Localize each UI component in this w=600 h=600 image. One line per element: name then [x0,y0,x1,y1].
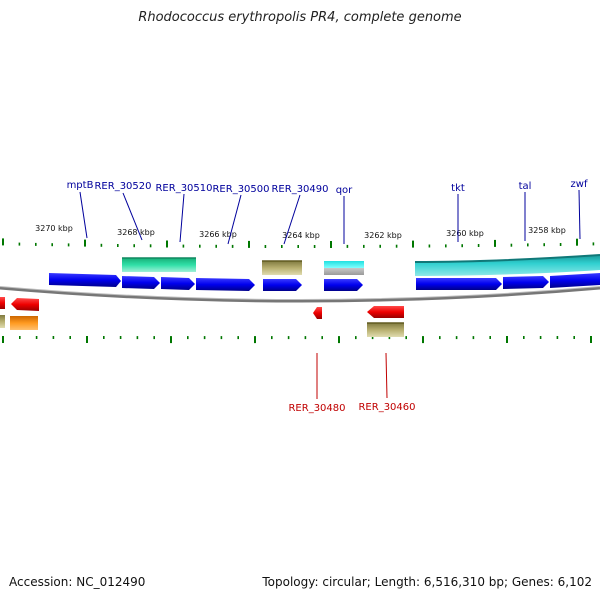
cds-forward-6[interactable] [324,279,363,291]
gene-label-qor[interactable]: qor [336,185,353,196]
genome-backbone [0,286,600,303]
lower-feature-khaki-2[interactable] [367,323,404,337]
leader-RER_30510 [179,193,185,243]
feature-block-teal[interactable] [415,255,600,276]
gene-label-RER_30510[interactable]: RER_30510 [155,183,212,194]
scale-label-3268: 3268 kbp [117,228,155,237]
scale-label-3260: 3260 kbp [446,229,484,238]
leader-RER_30520 [122,192,143,241]
leader-zwf [578,189,581,240]
scale-labels: 3270 kbp 3268 kbp 3266 kbp 3264 kbp 3262… [35,224,566,240]
lower-feature-track [0,315,404,337]
genome-backbone-highlight [0,286,600,300]
gene-label-tkt[interactable]: tkt [451,183,465,194]
cds-reverse-1[interactable] [0,297,5,309]
top-label-leaders [79,189,581,245]
gene-label-RER_30490[interactable]: RER_30490 [271,184,328,195]
scale-label-3270: 3270 kbp [35,224,73,233]
cds-forward-5[interactable] [263,279,302,291]
scale-ticks-upper [2,238,595,248]
lower-feature-orange[interactable] [10,316,38,330]
feature-track [122,254,600,276]
cds-reverse-4[interactable] [367,306,404,318]
cds-forward-7[interactable] [416,278,502,290]
cds-forward-1[interactable] [49,273,121,287]
feature-block-teal-edge [414,254,600,263]
gene-label-RER_30480[interactable]: RER_30480 [288,403,345,414]
cds-reverse-3[interactable] [313,307,322,319]
bottom-gene-labels: RER_30480 RER_30460 [288,402,415,414]
leader-RER_30500 [227,194,242,245]
top-gene-labels: mptB RER_30520 RER_30510 RER_30500 RER_3… [67,179,588,196]
cds-forward-4[interactable] [196,278,255,291]
cds-reverse-2[interactable] [11,298,39,311]
gene-label-RER_30460[interactable]: RER_30460 [358,402,415,413]
leader-RER_30490 [283,194,301,245]
gene-label-RER_30520[interactable]: RER_30520 [94,181,151,192]
feature-block-khaki-1[interactable] [262,261,302,275]
gene-label-tal[interactable]: tal [519,181,532,192]
feature-block-gray[interactable] [324,268,364,275]
genome-summary-text: Topology: circular; Length: 6,516,310 bp… [262,575,592,589]
lower-feature-khaki-1[interactable] [0,315,5,328]
leader-mptB [79,191,88,239]
bottom-label-leaders [316,352,388,399]
forward-cds-track [49,273,600,291]
gene-label-zwf[interactable]: zwf [571,179,588,190]
scale-label-3264: 3264 kbp [282,231,320,240]
map-title: Rhodococcus erythropolis PR4, complete g… [138,10,462,25]
scale-label-3258: 3258 kbp [528,226,566,235]
feature-block-cyan[interactable] [324,261,364,268]
scale-ticks-lower [2,336,592,344]
cds-forward-3[interactable] [161,277,195,290]
gene-label-RER_30500[interactable]: RER_30500 [212,184,269,195]
cds-forward-9[interactable] [550,273,600,288]
cds-forward-2[interactable] [122,276,160,289]
scale-label-3266: 3266 kbp [199,230,237,239]
cds-forward-8[interactable] [503,276,549,289]
scale-label-3262: 3262 kbp [364,231,402,240]
feature-block-green[interactable] [122,258,196,272]
reverse-cds-track [0,297,404,319]
leader-RER_30460 [385,352,388,399]
gene-label-mptB[interactable]: mptB [67,180,94,191]
accession-text: Accession: NC_012490 [9,575,146,589]
